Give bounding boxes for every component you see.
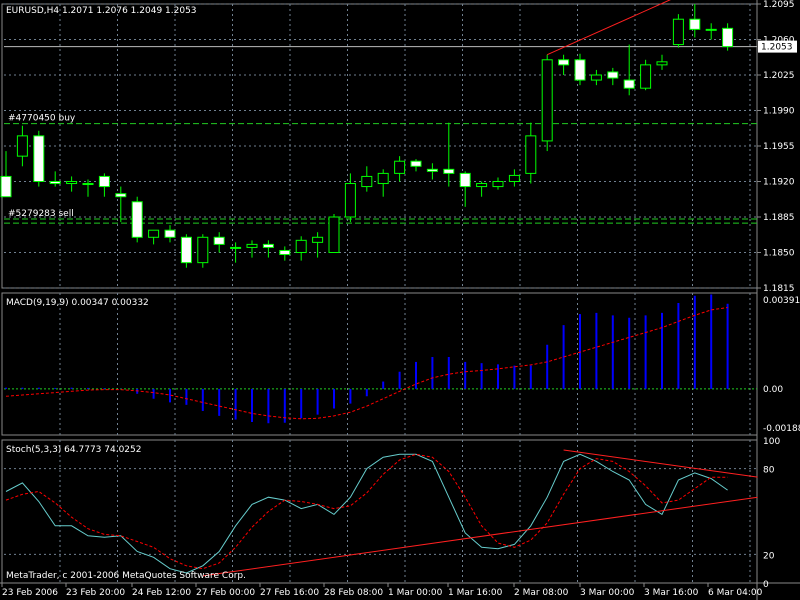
candle[interactable]	[672, 18, 684, 46]
candle[interactable]	[246, 243, 258, 248]
time-axis-label: 1 Mar 00:00	[388, 588, 443, 598]
candle[interactable]	[525, 135, 537, 174]
candle[interactable]	[394, 160, 406, 174]
price-tick-label: 1.1990	[763, 107, 795, 117]
time-axis-label: 1 Mar 16:00	[448, 588, 503, 598]
stoch-trendline-lower[interactable]	[202, 496, 758, 577]
candle[interactable]	[148, 229, 160, 238]
candle[interactable]	[115, 193, 127, 198]
candle[interactable]	[82, 183, 94, 186]
stoch-k-line	[5, 453, 728, 574]
order-line-label: #5279283 sell	[8, 209, 74, 219]
candle[interactable]	[328, 216, 340, 253]
current-price-label: 1.2053	[761, 43, 793, 53]
time-axis-label: 28 Feb 08:00	[324, 588, 383, 598]
price-tick-label: 1.2060	[763, 36, 795, 46]
stoch-d-line	[5, 453, 728, 570]
time-axis-label: 3 Mar 16:00	[644, 588, 699, 598]
candle[interactable]	[180, 236, 192, 264]
candle[interactable]	[476, 183, 488, 188]
price-tick-label: 1.1955	[763, 142, 795, 152]
candle[interactable]	[492, 181, 504, 188]
price-tick-label: 1.2025	[763, 71, 795, 81]
copyright-text: MetaTrader, c 2001-2006 MetaQuotes Softw…	[6, 571, 246, 581]
time-axis-label: 6 Mar 04:00	[708, 588, 763, 598]
candle[interactable]	[16, 135, 28, 157]
candle[interactable]	[541, 59, 553, 142]
time-axis-label: 2 Mar 08:00	[514, 588, 569, 598]
time-axis-label: 23 Feb 2006	[2, 588, 58, 598]
candle[interactable]	[705, 28, 717, 31]
candle[interactable]	[279, 249, 291, 256]
candle[interactable]	[722, 27, 734, 48]
candle[interactable]	[361, 175, 373, 188]
macd-axis-tick: 0.00	[763, 385, 783, 395]
macd-axis-tick: -0.00188	[763, 424, 800, 434]
macd-axis-tick: 0.00391	[763, 296, 800, 306]
price-tick-label: 1.1885	[763, 213, 795, 223]
time-axis-label: 27 Feb 16:00	[260, 588, 319, 598]
price-tick-label: 1.1850	[763, 249, 795, 259]
candle[interactable]	[49, 181, 61, 185]
stoch-axis-tick: 0	[763, 580, 769, 590]
macd-signal-line	[5, 307, 728, 420]
candle[interactable]	[558, 59, 570, 66]
candle[interactable]	[33, 135, 45, 183]
candle[interactable]	[66, 181, 78, 185]
candle[interactable]	[607, 71, 619, 79]
time-axis-label: 3 Mar 00:00	[580, 588, 635, 598]
candle[interactable]	[656, 61, 668, 66]
stoch-axis-tick: 80	[763, 466, 775, 476]
price-tick-label: 1.2095	[763, 0, 795, 10]
candle[interactable]	[0, 175, 12, 198]
time-axis-label: 27 Feb 00:00	[196, 588, 255, 598]
stoch-axis-tick: 100	[763, 437, 780, 447]
stoch-label: Stoch(5,3,3) 64.7773 74.0252	[6, 445, 141, 455]
price-trendline[interactable]	[546, 0, 695, 56]
candle[interactable]	[590, 74, 602, 81]
price-tick-label: 1.1920	[763, 178, 795, 188]
candle[interactable]	[623, 79, 635, 89]
candle[interactable]	[640, 64, 652, 89]
candle[interactable]	[295, 239, 307, 253]
candle[interactable]	[213, 236, 225, 245]
candle[interactable]	[262, 243, 274, 248]
stoch-trendline-upper[interactable]	[563, 449, 758, 478]
macd-label: MACD(9,19,9) 0.00347 0.00332	[6, 298, 149, 308]
candle[interactable]	[131, 201, 143, 238]
symbol-header: EURUSD,H4 1.2071 1.2076 1.2049 1.2053	[6, 6, 197, 16]
stoch-axis-tick: 20	[763, 551, 775, 561]
candle[interactable]	[377, 172, 389, 185]
candle[interactable]	[574, 59, 586, 81]
candle[interactable]	[312, 236, 324, 243]
candle[interactable]	[508, 174, 520, 183]
candle[interactable]	[410, 160, 422, 167]
candle[interactable]	[689, 18, 701, 30]
candle[interactable]	[443, 168, 455, 174]
price-tick-label: 1.1815	[763, 284, 795, 294]
candle[interactable]	[459, 172, 471, 188]
candle[interactable]	[344, 183, 356, 218]
order-line-label: #4770450 buy	[8, 114, 76, 124]
candle[interactable]	[426, 168, 438, 172]
panel-border-2	[1, 292, 758, 436]
candle[interactable]	[230, 246, 242, 249]
current-price-box	[758, 40, 797, 53]
time-axis-label: 23 Feb 20:00	[66, 588, 125, 598]
candle[interactable]	[197, 236, 209, 264]
time-axis-label: 24 Feb 12:00	[132, 588, 191, 598]
candle[interactable]	[98, 175, 110, 188]
candle[interactable]	[164, 229, 176, 238]
